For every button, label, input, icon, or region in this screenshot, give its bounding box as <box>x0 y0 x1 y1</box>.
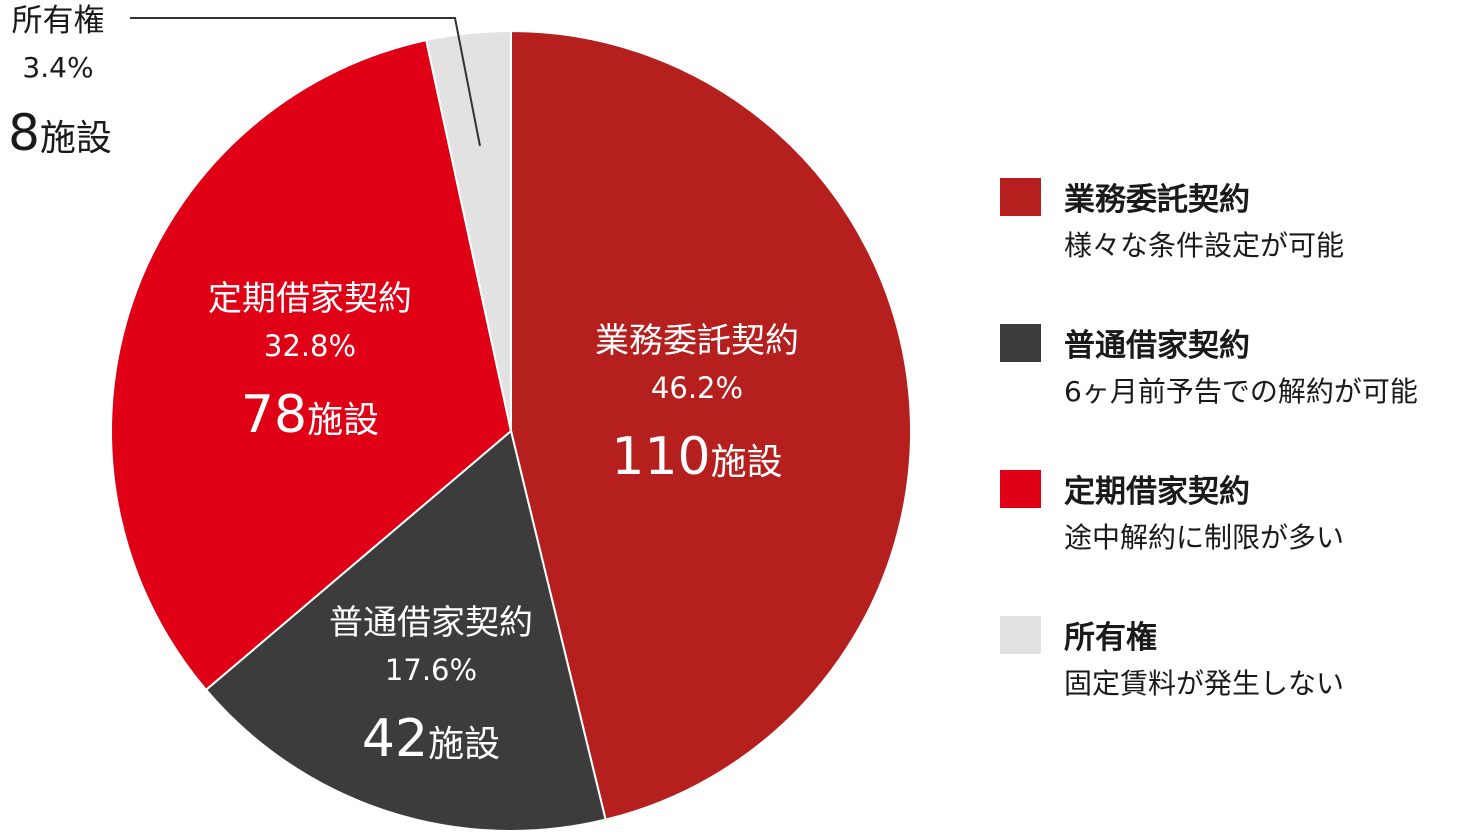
slice-label-teiki-shakuya: 定期借家契約 32.8% 78施設 <box>208 279 412 445</box>
slice-count-label: 78施設 <box>241 385 379 445</box>
slice-name-label: 定期借家契約 <box>208 279 412 319</box>
legend-description: 途中解約に制限が多い <box>1064 521 1345 554</box>
pie-slice-shoyuken <box>425 29 512 432</box>
slice-percent-label: 46.2% <box>651 371 743 405</box>
slice-count-label: 110施設 <box>611 427 782 487</box>
slice-name-label: 業務委託契約 <box>595 321 799 361</box>
legend-swatch <box>1000 470 1041 508</box>
legend-title: 所有権 <box>1064 620 1157 656</box>
slice-label-futsu-shakuya: 普通借家契約 17.6% 42施設 <box>329 603 533 769</box>
legend-description: 6ヶ月前予告での解約が可能 <box>1064 375 1418 408</box>
legend-item-futsu-shakuya: 普通借家契約 6ヶ月前予告での解約が可能 <box>1000 320 1440 466</box>
legend-swatch <box>1000 324 1041 362</box>
slice-count-label: 42施設 <box>362 709 500 769</box>
legend-description: 固定賃料が発生しない <box>1064 667 1345 700</box>
pie-slice-gyomu-itaku <box>510 29 912 821</box>
legend-item-shoyuken: 所有権固定賃料が発生しない <box>1000 612 1440 758</box>
legend-title: 普通借家契約 <box>1064 328 1250 364</box>
callout-name-label: 所有権 <box>12 3 105 39</box>
legend-item-teiki-shakuya: 定期借家契約途中解約に制限が多い <box>1000 466 1440 612</box>
slice-percent-label: 32.8% <box>264 329 356 363</box>
legend-item-gyomu-itaku: 業務委託契約様々な条件設定が可能 <box>1000 174 1440 320</box>
legend-description: 様々な条件設定が可能 <box>1064 229 1345 262</box>
slice-name-label: 普通借家契約 <box>329 603 533 643</box>
slice-label-gyomu-itaku: 業務委託契約 46.2% 110施設 <box>595 321 799 487</box>
legend-title: 定期借家契約 <box>1064 474 1250 510</box>
callout-shoyuken: 所有権 3.4% 8施設 <box>8 3 481 162</box>
legend: 業務委託契約 様々な条件設定が可能 普通借家契約 6ヶ月前予告での解約が可能 定期借家契… <box>1000 174 1440 758</box>
callout-count-label: 8施設 <box>8 104 112 162</box>
pie-slice-teiki-shakuya <box>110 38 513 692</box>
callout-percent-label: 3.4% <box>22 51 93 84</box>
pie-slice-futsu-shakuya <box>204 429 607 832</box>
legend-swatch <box>1000 616 1041 654</box>
legend-title: 業務委託契約 <box>1064 182 1250 218</box>
legend-swatch <box>1000 178 1041 216</box>
slice-percent-label: 17.6% <box>385 653 477 687</box>
callout-leader-line <box>130 17 481 147</box>
